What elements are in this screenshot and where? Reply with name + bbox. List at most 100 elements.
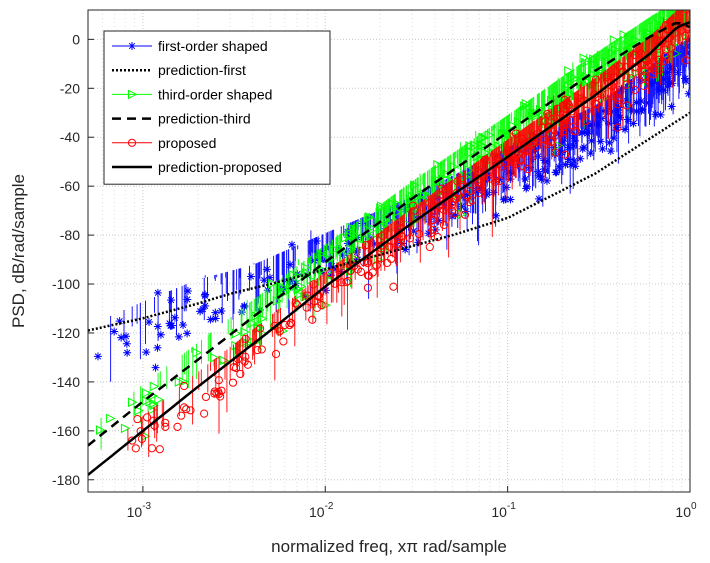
data-marker xyxy=(682,77,690,86)
data-marker xyxy=(621,125,630,134)
data-marker xyxy=(142,413,152,422)
data-marker xyxy=(571,162,580,171)
data-marker xyxy=(560,129,569,138)
data-marker xyxy=(291,299,300,308)
data-marker xyxy=(326,268,335,278)
data-marker xyxy=(410,180,420,190)
data-marker xyxy=(110,327,119,336)
data-marker xyxy=(560,134,569,143)
data-marker xyxy=(545,122,554,132)
data-marker xyxy=(463,190,472,199)
data-marker xyxy=(672,49,681,58)
data-marker xyxy=(471,140,481,151)
data-marker xyxy=(302,303,311,312)
axis-ticks: 10-3 10-2 10-1 1000-20-40-60-80-100-120-140… xyxy=(52,31,697,520)
y-tick-label: -40 xyxy=(60,129,80,145)
data-marker xyxy=(564,143,573,152)
data-marker xyxy=(609,134,618,143)
data-marker xyxy=(120,423,131,434)
data-marker xyxy=(338,251,347,260)
data-marker xyxy=(378,231,387,240)
data-marker xyxy=(534,194,543,203)
prediction-line xyxy=(88,21,690,476)
data-marker xyxy=(385,218,394,227)
data-marker xyxy=(149,398,159,409)
data-marker xyxy=(651,110,660,119)
data-marker xyxy=(542,176,551,185)
data-marker xyxy=(593,111,602,120)
data-marker xyxy=(534,171,543,180)
data-marker xyxy=(625,77,634,86)
data-marker xyxy=(569,141,578,150)
data-marker xyxy=(537,175,546,184)
data-marker xyxy=(414,229,424,239)
data-marker xyxy=(506,175,515,184)
data-marker xyxy=(552,168,561,177)
data-marker xyxy=(370,239,379,248)
legend-box xyxy=(103,30,331,185)
data-marker xyxy=(523,182,532,191)
data-marker xyxy=(596,137,605,146)
data-marker xyxy=(374,217,385,228)
data-marker xyxy=(352,247,361,256)
data-marker xyxy=(682,10,690,14)
data-marker xyxy=(534,152,543,161)
data-marker xyxy=(622,40,632,50)
data-marker xyxy=(424,229,433,238)
data-marker xyxy=(198,305,207,314)
data-marker xyxy=(636,75,645,84)
data-marker xyxy=(240,357,249,366)
y-tick-label: -20 xyxy=(60,80,80,96)
data-marker xyxy=(631,35,641,45)
data-marker xyxy=(393,207,403,218)
data-marker xyxy=(535,104,546,115)
data-marker xyxy=(501,195,510,204)
data-marker xyxy=(667,102,676,111)
data-marker xyxy=(287,240,296,249)
data-marker xyxy=(376,203,386,213)
data-marker xyxy=(383,258,392,268)
data-marker xyxy=(372,261,381,270)
data-marker xyxy=(95,425,106,435)
data-marker xyxy=(448,197,457,207)
data-marker xyxy=(586,149,595,158)
legend-entry: prediction-first xyxy=(112,62,246,78)
data-marker xyxy=(200,409,209,418)
data-marker xyxy=(241,334,250,343)
data-marker xyxy=(647,79,656,88)
data-marker xyxy=(214,387,223,396)
x-axis-label: normalized freq, xπ rad/sample xyxy=(271,537,507,556)
data-marker xyxy=(361,240,371,250)
data-marker xyxy=(681,74,690,83)
data-marker xyxy=(353,233,362,242)
data-marker xyxy=(364,213,374,223)
data-marker xyxy=(268,278,278,289)
legend-entry: proposed xyxy=(112,135,216,151)
data-marker xyxy=(613,100,622,109)
data-marker xyxy=(173,422,182,431)
data-marker xyxy=(577,128,586,137)
data-marker xyxy=(609,35,620,45)
data-marker xyxy=(271,349,281,359)
data-marker xyxy=(468,171,477,180)
data-marker xyxy=(417,195,426,204)
data-marker xyxy=(476,184,485,193)
data-marker xyxy=(377,201,387,212)
data-marker xyxy=(142,396,152,406)
data-marker xyxy=(617,84,626,93)
data-marker xyxy=(485,130,495,140)
data-marker xyxy=(324,257,333,266)
data-marker xyxy=(405,234,415,243)
data-marker xyxy=(376,254,385,263)
data-marker xyxy=(511,159,520,168)
data-marker xyxy=(312,303,322,313)
data-marker xyxy=(660,86,669,95)
data-marker xyxy=(475,178,484,187)
plot-frame xyxy=(87,9,691,493)
data-marker xyxy=(286,319,296,328)
data-marker xyxy=(240,302,249,311)
data-marker xyxy=(253,345,262,355)
data-marker xyxy=(452,188,461,197)
data-marker xyxy=(425,198,434,207)
